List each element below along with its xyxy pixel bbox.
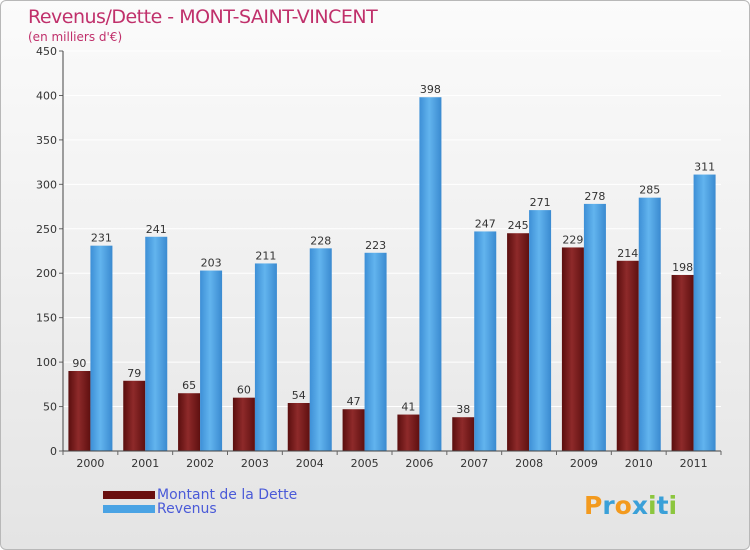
- y-tick-label-400: 400: [36, 89, 57, 102]
- data-label-debt-2006: 41: [401, 401, 415, 414]
- data-label-revenue-2009: 278: [584, 190, 605, 203]
- bars: [68, 97, 716, 452]
- x-tick-label-2008: 2008: [515, 457, 543, 470]
- legend-swatch-revenue: [103, 505, 155, 513]
- logo-letter: x: [631, 491, 648, 520]
- y-tick-label-200: 200: [36, 267, 57, 280]
- x-tick-label-2002: 2002: [186, 457, 214, 470]
- data-label-debt-2009: 229: [562, 233, 583, 246]
- bar-revenue-2011: [693, 174, 716, 452]
- logo-letter: r: [602, 491, 615, 520]
- data-labels: 90 231 79 241 65 203 60 211 54 228 47 223 41 398 38 247…: [72, 83, 715, 416]
- y-tick-label-250: 250: [36, 223, 57, 236]
- y-tick-label-0: 0: [50, 445, 57, 458]
- data-label-debt-2010: 214: [617, 247, 638, 260]
- bar-debt-2006: [397, 414, 420, 451]
- data-label-debt-2011: 198: [672, 261, 693, 274]
- data-label-revenue-2000: 231: [91, 232, 112, 245]
- bar-debt-2004: [287, 403, 310, 451]
- logo-letter: o: [614, 491, 632, 520]
- bar-revenue-2003: [254, 263, 277, 451]
- logo-letter: t: [656, 491, 669, 520]
- y-tick-label-50: 50: [43, 401, 57, 414]
- bar-debt-2008: [507, 233, 530, 451]
- bar-debt-2003: [232, 397, 255, 451]
- data-label-debt-2001: 79: [127, 367, 141, 380]
- bar-revenue-2008: [529, 210, 552, 451]
- bar-debt-2000: [68, 371, 91, 451]
- bar-debt-2005: [342, 409, 365, 451]
- bar-revenue-2010: [638, 197, 661, 451]
- legend-item-revenue: Revenus: [103, 501, 217, 517]
- data-label-debt-2004: 54: [292, 389, 306, 402]
- data-label-revenue-2006: 398: [420, 83, 441, 96]
- bar-revenue-2001: [145, 236, 168, 451]
- y-tick-label-450: 450: [36, 45, 57, 58]
- data-label-revenue-2005: 223: [365, 239, 386, 252]
- logo-letter: i: [648, 491, 657, 520]
- data-label-revenue-2007: 247: [475, 217, 496, 230]
- data-label-revenue-2001: 241: [146, 223, 167, 236]
- data-label-debt-2003: 60: [237, 384, 251, 397]
- data-label-debt-2005: 47: [347, 395, 361, 408]
- x-tick-label-2005: 2005: [351, 457, 379, 470]
- grid-lines: [63, 50, 721, 408]
- legend-label-revenue: Revenus: [157, 501, 217, 517]
- x-tick-label-2004: 2004: [296, 457, 324, 470]
- bar-revenue-2009: [583, 203, 606, 451]
- legend-swatch-debt: [103, 491, 155, 499]
- data-label-debt-2002: 65: [182, 379, 196, 392]
- bar-revenue-2005: [364, 252, 387, 451]
- chart-title: Revenus/Dette - MONT-SAINT-VINCENT: [28, 6, 378, 28]
- data-label-revenue-2008: 271: [530, 196, 551, 209]
- data-label-revenue-2010: 285: [639, 184, 660, 197]
- data-label-debt-2000: 90: [72, 357, 86, 370]
- data-label-debt-2008: 245: [508, 219, 529, 232]
- x-tick-label-2000: 2000: [76, 457, 104, 470]
- bar-debt-2011: [671, 275, 694, 451]
- y-tick-label-100: 100: [36, 356, 57, 369]
- x-tick-label-2001: 2001: [131, 457, 159, 470]
- bar-debt-2009: [561, 247, 584, 451]
- bar-revenue-2006: [419, 97, 442, 451]
- x-tick-label-2009: 2009: [570, 457, 598, 470]
- bar-revenue-2000: [90, 245, 113, 451]
- logo-letter: P: [584, 491, 603, 520]
- data-label-debt-2007: 38: [456, 403, 470, 416]
- x-tick-label-2003: 2003: [241, 457, 269, 470]
- x-tick-label-2006: 2006: [405, 457, 433, 470]
- data-label-revenue-2002: 203: [201, 257, 222, 270]
- x-tick-label-2007: 2007: [460, 457, 488, 470]
- bar-revenue-2002: [200, 270, 223, 451]
- legend-item-debt: Montant de la Dette: [103, 487, 297, 503]
- logo-letter: i: [668, 491, 678, 520]
- x-tick-label-2010: 2010: [625, 457, 653, 470]
- y-tick-label-300: 300: [36, 178, 57, 191]
- bar-revenue-2004: [309, 248, 332, 451]
- bar-debt-2002: [178, 393, 201, 451]
- proxiti-logo: Proxiti: [584, 491, 677, 520]
- x-tick-label-2011: 2011: [680, 457, 708, 470]
- bar-debt-2010: [616, 260, 639, 451]
- y-tick-label-150: 150: [36, 312, 57, 325]
- data-label-revenue-2011: 311: [694, 161, 715, 174]
- legend-label-debt: Montant de la Dette: [157, 487, 298, 503]
- bar-revenue-2007: [474, 231, 497, 451]
- y-tick-label-350: 350: [36, 134, 57, 147]
- axes: 0 50 100 150 200 250 300 350 400 450 2000 2001 2002 2…: [36, 45, 722, 470]
- bar-debt-2001: [123, 380, 146, 451]
- bar-debt-2007: [452, 417, 475, 451]
- data-label-revenue-2003: 211: [255, 249, 276, 262]
- data-label-revenue-2004: 228: [310, 234, 331, 247]
- chart-subtitle: (en milliers d'€): [28, 30, 123, 44]
